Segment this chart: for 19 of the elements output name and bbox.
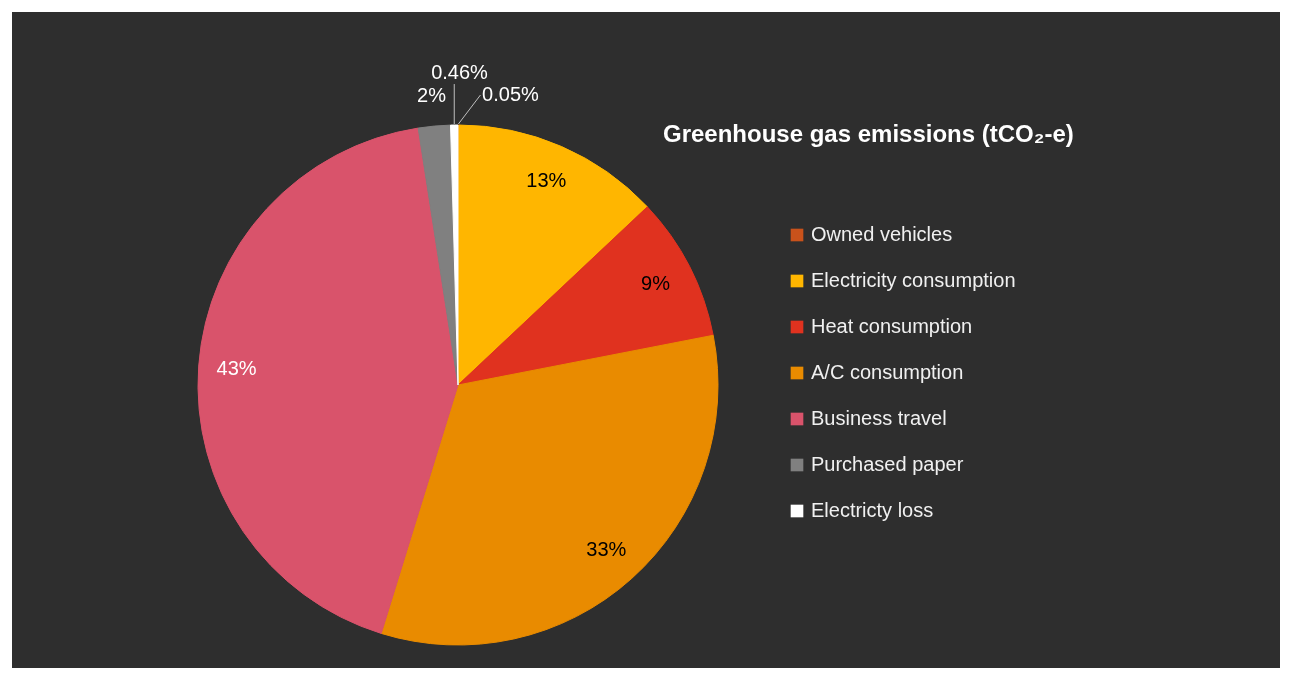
data-label: 0.46% xyxy=(431,61,489,84)
legend-label: Electricty loss xyxy=(811,499,934,521)
legend-label: Electricity consumption xyxy=(811,269,1016,291)
data-label: 0.05% xyxy=(482,83,540,105)
legend-label: Owned vehicles xyxy=(811,223,953,245)
legend-label: A/C consumption xyxy=(811,361,964,383)
legend-label: Business travel xyxy=(811,407,947,429)
data-label: 33% xyxy=(586,538,627,561)
data-label: 2% xyxy=(417,84,447,107)
pie-slice xyxy=(457,206,714,386)
data-label: 9% xyxy=(641,271,671,294)
text: Greenhouse gas emissions (tCO₂-e) xyxy=(663,120,1074,147)
legend-label: Purchased paper xyxy=(811,453,964,475)
legend-label: Heat consumption xyxy=(811,315,973,337)
pie-slice xyxy=(380,334,718,646)
pie-slice xyxy=(450,124,459,386)
data-label: 43% xyxy=(216,356,257,379)
pie-slice xyxy=(197,127,459,634)
data-label: 13% xyxy=(526,169,567,192)
